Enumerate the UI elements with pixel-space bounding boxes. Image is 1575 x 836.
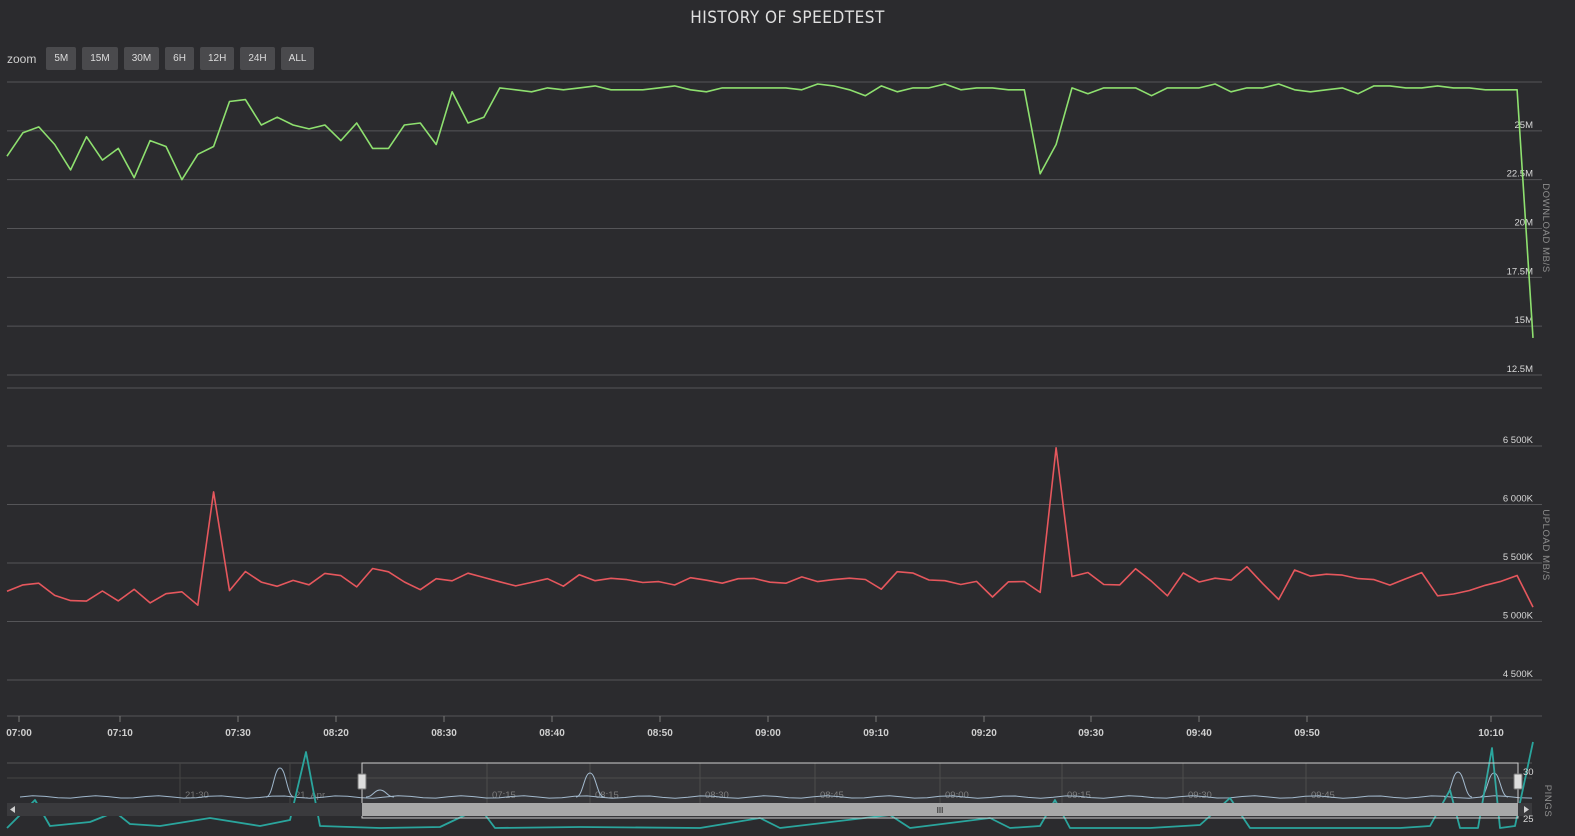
x-tick-label: 09:30 (1078, 728, 1104, 739)
pings-axis-title: PINGS (1542, 785, 1553, 818)
zoom-button-6h[interactable]: 6H (165, 47, 194, 70)
navigator-x-label: 08:45 (820, 790, 844, 801)
download-ytick-label: 12.5M (1507, 364, 1533, 375)
zoom-button-all[interactable]: ALL (280, 47, 315, 70)
scrollbar-right-arrow[interactable] (1524, 806, 1529, 813)
x-tick-label: 07:30 (225, 728, 251, 739)
zoom-label: zoom (7, 51, 37, 66)
zoom-button-30m[interactable]: 30M (123, 47, 160, 70)
download-ytick-label: 22.5M (1507, 169, 1533, 180)
x-tick-label: 07:10 (107, 728, 133, 739)
pings-ytick-label: 25 (1523, 814, 1534, 825)
navigator-x-label: 08:30 (705, 790, 729, 801)
navigator[interactable]: 21:30 21. Apr 07:15 08:15 08:30 08:45 09:00 09:… (6, 741, 1553, 836)
upload-series-line (6, 446, 1534, 608)
navigator-x-label: 21. Apr (295, 790, 325, 801)
navigator-left-handle[interactable] (357, 773, 367, 790)
navigator-background (7, 763, 1532, 836)
navigator-mini-spike (575, 772, 605, 798)
navigator-mini-spike (265, 767, 295, 798)
download-panel: 25M 22.5M 20M 17.5M 15M 12.5M DOWNLOAD MB/S (6, 81, 1551, 376)
upload-ytick-label: 5 000K (1503, 611, 1534, 622)
x-tick-label: 09:50 (1294, 728, 1320, 739)
scrollbar-thumb[interactable] (362, 803, 1518, 816)
pings-ytick-label: 30 (1523, 767, 1534, 778)
upload-ytick-label: 4 500K (1503, 669, 1534, 680)
zoom-toolbar: zoom 5M 15M 30M 6H 12H 24H ALL (7, 47, 320, 70)
navigator-right-handle[interactable] (1513, 773, 1523, 790)
upload-ytick-label: 6 000K (1503, 494, 1534, 505)
download-series-line (6, 83, 1534, 338)
zoom-button-12h[interactable]: 12H (199, 47, 235, 70)
chart-title: HISTORY OF SPEEDTEST (690, 8, 885, 28)
zoom-button-5m[interactable]: 5M (46, 47, 77, 70)
download-ytick-label: 17.5M (1507, 266, 1533, 277)
download-ytick-label: 15M (1515, 315, 1534, 326)
navigator-x-label: 09:15 (1067, 790, 1091, 801)
x-tick-label: 07:00 (6, 728, 32, 739)
upload-axis-title: UPLOAD MB/S (1540, 509, 1551, 581)
navigator-x-label: 09:45 (1311, 790, 1335, 801)
download-ytick-label: 20M (1515, 218, 1534, 229)
upload-ytick-label: 5 500K (1503, 552, 1534, 563)
upload-panel: 6 500K 6 000K 5 500K 5 000K 4 500K UPLOAD MB/… (6, 387, 1551, 717)
x-tick-label: 08:50 (647, 728, 673, 739)
x-tick-label: 08:20 (323, 728, 349, 739)
navigator-x-label: 21:30 (185, 790, 209, 801)
x-tick-label: 08:40 (539, 728, 565, 739)
scrollbar-grip: III (937, 806, 944, 815)
navigator-x-label: 09:00 (945, 790, 969, 801)
download-axis-title: DOWNLOAD MB/S (1540, 183, 1551, 273)
x-tick-label: 10:10 (1478, 728, 1504, 739)
download-ytick-label: 25M (1515, 120, 1534, 131)
navigator-mini-spike (365, 789, 395, 798)
x-tick-label: 09:40 (1186, 728, 1212, 739)
x-tick-label: 09:20 (971, 728, 997, 739)
navigator-x-label: 09:30 (1188, 790, 1212, 801)
zoom-button-15m[interactable]: 15M (82, 47, 118, 70)
x-axis: 07:00 07:10 07:30 08:20 08:30 08:40 08:50 09:00… (6, 716, 1504, 739)
x-tick-label: 08:30 (431, 728, 457, 739)
navigator-x-label: 07:15 (492, 790, 516, 801)
navigator-mini-series (19, 795, 1533, 799)
x-tick-label: 09:00 (755, 728, 781, 739)
upload-ytick-label: 6 500K (1503, 435, 1534, 446)
zoom-button-24h[interactable]: 24H (240, 47, 275, 70)
x-tick-label: 09:10 (863, 728, 889, 739)
navigator-x-label: 08:15 (595, 790, 619, 801)
scrollbar-left-arrow[interactable] (10, 806, 15, 813)
